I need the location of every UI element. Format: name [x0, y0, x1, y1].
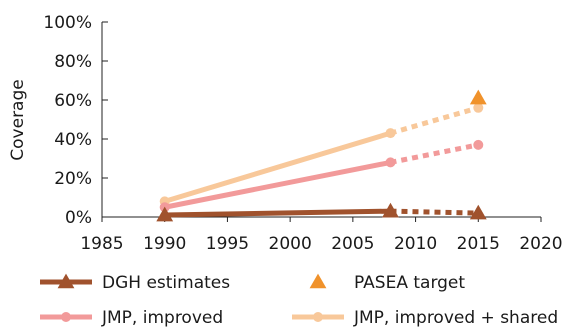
data-point: [382, 202, 399, 218]
data-point: [473, 139, 484, 150]
y-tick-label: 20%: [54, 169, 92, 189]
legend-label: DGH estimates: [102, 273, 230, 293]
legend-label: JMP, improved: [101, 308, 223, 328]
x-tick-label: 2005: [331, 234, 374, 254]
y-tick-label: 80%: [54, 52, 92, 72]
legend-swatch-marker: [61, 312, 71, 322]
series-jmp-improved-shared: [159, 102, 484, 207]
data-point: [469, 89, 487, 105]
legend-label: JMP, improved + shared: [353, 308, 558, 328]
series-line-dotted: [389, 105, 479, 136]
legend-item-pasea-target: PASEA target: [309, 273, 465, 293]
y-tick-label: 100%: [43, 13, 92, 33]
data-point: [385, 128, 396, 139]
series-line-solid: [163, 130, 392, 204]
series-pasea-target: [469, 89, 487, 105]
y-tick-label: 40%: [54, 130, 92, 150]
legend-swatch-marker: [57, 273, 75, 289]
x-tick-label: 1985: [80, 234, 123, 254]
legend-label: PASEA target: [354, 273, 465, 293]
legend-item-dgh-estimates: DGH estimates: [40, 273, 230, 293]
series-line-dotted: [389, 142, 479, 165]
series-line-solid: [164, 159, 391, 210]
data-point: [156, 206, 174, 222]
x-tick-label: 2015: [457, 234, 500, 254]
series-line-dotted: [390, 208, 479, 216]
legend-swatch-marker: [309, 273, 327, 289]
data-point: [385, 157, 396, 168]
legend-swatch-marker: [313, 312, 323, 322]
legend-item-jmp-improved: JMP, improved: [40, 308, 223, 328]
x-tick-label: 1990: [143, 234, 186, 254]
y-tick-label: 60%: [54, 91, 92, 111]
series-dgh-estimates: [156, 202, 487, 222]
y-axis-label: Coverage: [8, 79, 28, 160]
x-tick-label: 1995: [206, 234, 249, 254]
series-layer: [156, 89, 487, 222]
legend-item-jmp-improved-shared: JMP, improved + shared: [292, 308, 558, 328]
legend: DGH estimates PASEA target JMP, improved JM…: [40, 273, 558, 328]
y-tick-label: 0%: [65, 208, 92, 228]
series-line-solid: [164, 208, 391, 218]
data-point: [473, 102, 484, 113]
axes: 0% 20% 40% 60% 80% 100% 1985 1990 1995 2000 2005 20…: [43, 13, 562, 254]
series-jmp-improved: [159, 139, 484, 213]
x-tick-label: 2020: [519, 234, 562, 254]
data-point: [469, 204, 487, 220]
x-tick-label: 2000: [269, 234, 312, 254]
x-tick-label: 2010: [394, 234, 437, 254]
